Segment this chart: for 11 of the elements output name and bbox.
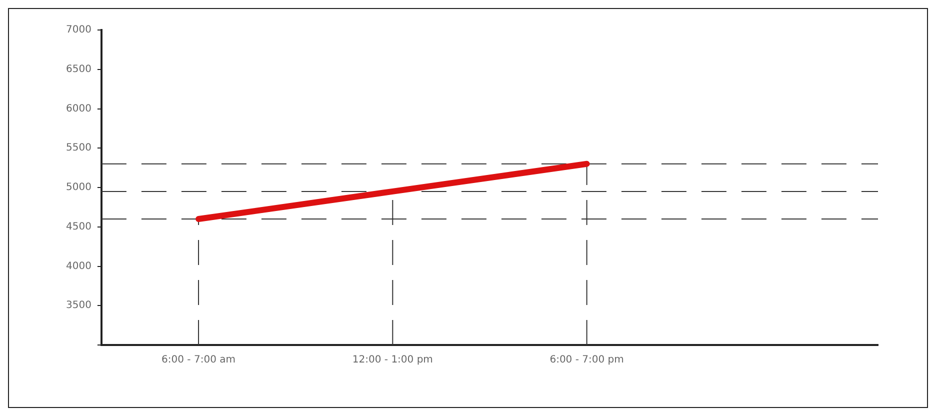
y-tick-label: 6000 [66, 103, 92, 114]
x-tick-label: 12:00 - 1:00 pm [352, 354, 433, 366]
y-tick-label: 5000 [66, 182, 92, 194]
x-tick-label: 6:00 - 7:00 am [162, 354, 236, 366]
x-tick-label: 6:00 - 7:00 pm [550, 354, 624, 366]
y-tick-label: 7000 [66, 24, 92, 36]
y-tick-label: 3500 [66, 300, 92, 312]
y-tick-label: 4000 [66, 260, 92, 272]
y-tick-label: 6500 [66, 64, 92, 75]
y-tick-label: 4500 [66, 221, 92, 232]
y-tick-label: 5500 [66, 142, 92, 154]
